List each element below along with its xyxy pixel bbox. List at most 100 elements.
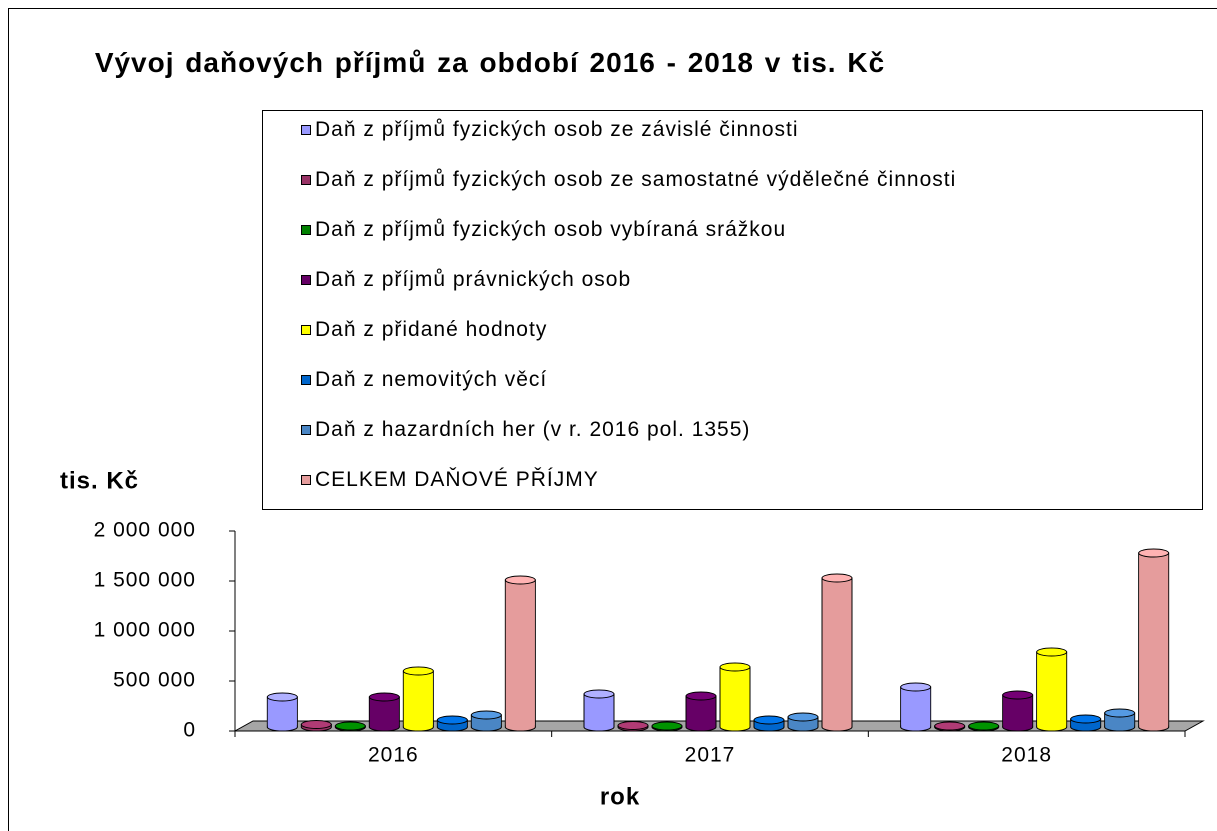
legend: Daň z příjmů fyzických osob ze závislé č… — [262, 110, 1203, 510]
bar-body-cover — [267, 697, 297, 727]
bar — [1138, 548, 1170, 732]
legend-label: Daň z příjmů fyzických osob ze závislé č… — [315, 118, 799, 141]
bar-body-cover — [686, 696, 716, 727]
bar — [1104, 708, 1136, 732]
legend-label: Daň z příjmů právnických osob — [315, 268, 632, 291]
bar-top — [719, 662, 751, 672]
y-tick-label: 1 500 000 — [94, 569, 196, 592]
bar-top — [753, 715, 785, 725]
bar-top — [617, 721, 649, 730]
bar — [719, 662, 751, 732]
bar-body-cover — [788, 717, 818, 727]
bar — [685, 691, 717, 732]
bar-top — [470, 710, 502, 720]
bar-body-cover — [403, 671, 433, 727]
x-tick-label: 2018 — [1001, 744, 1052, 767]
frame — [8, 8, 1217, 831]
legend-entry: CELKEM DAŇOVÉ PŘÍJMY — [301, 469, 1115, 491]
bar-top — [1070, 714, 1102, 724]
title-text: Vývoj daňových příjmů za období 2016 - 2… — [94, 47, 886, 78]
y-tick-label: 1 000 000 — [94, 619, 196, 642]
bar — [617, 721, 649, 732]
legend-entry: Daň z přidané hodnoty — [301, 318, 1115, 341]
bar-top — [504, 575, 536, 585]
bar-top — [436, 715, 468, 725]
bar-top — [300, 720, 332, 729]
legend-swatch — [301, 475, 311, 485]
x-axis-label: rok — [600, 783, 640, 810]
bar-top — [821, 573, 853, 583]
bar-body-cover — [901, 687, 931, 727]
bar — [787, 712, 819, 732]
bar — [821, 573, 853, 732]
legend-label: Daň z přidané hodnoty — [315, 318, 548, 341]
legend-swatch — [301, 425, 311, 435]
legend-entry: Daň z příjmů fyzických osob ze závislé č… — [301, 118, 1115, 141]
legend-swatch — [301, 275, 311, 285]
legend-swatch — [301, 225, 311, 235]
bar-body-cover — [584, 694, 614, 727]
x-tick-label: 2017 — [685, 744, 736, 767]
bar — [968, 721, 1000, 732]
bar-top — [334, 721, 366, 731]
legend-entry: Daň z příjmů právnických osob — [301, 268, 1115, 291]
bar — [1002, 690, 1034, 732]
bar-top — [934, 721, 966, 731]
bar-body-cover — [822, 578, 852, 727]
bar-top — [266, 692, 298, 702]
bar-top — [1104, 708, 1136, 718]
y-tick-label: 0 — [183, 719, 196, 742]
bar — [583, 689, 615, 732]
legend-entry: Daň z příjmů fyzických osob vybíraná srá… — [301, 218, 1115, 241]
bar-top — [787, 712, 819, 722]
bar-body-cover — [1139, 553, 1169, 727]
legend-swatch — [301, 325, 311, 335]
bar-top — [651, 721, 683, 731]
legend-swatch — [301, 175, 311, 185]
bar — [504, 575, 536, 732]
bar — [402, 666, 434, 732]
bar — [651, 721, 683, 732]
bar-body-cover — [369, 697, 399, 727]
bar-top — [900, 682, 932, 692]
bar — [334, 721, 366, 732]
legend-label: Daň z hazardních her (v r. 2016 pol. 135… — [315, 418, 751, 441]
chart-title: Vývoj daňových příjmů za období 2016 - 2… — [40, 48, 940, 78]
bar — [1070, 714, 1102, 732]
bar — [300, 720, 332, 732]
legend-label: Daň z nemovitých věcí — [315, 368, 548, 391]
bar-body-cover — [720, 667, 750, 727]
bar-top — [368, 692, 400, 702]
bar — [436, 715, 468, 732]
bar-top — [685, 691, 717, 701]
y-tick-label: 500 000 — [113, 669, 196, 692]
bar-top — [1036, 647, 1068, 657]
bar-body-cover — [505, 580, 535, 727]
legend-swatch — [301, 375, 311, 385]
legend-swatch — [301, 125, 311, 135]
bar — [368, 692, 400, 732]
legend-entry: Daň z příjmů fyzických osob ze samostatn… — [301, 168, 1115, 191]
bar-top — [402, 666, 434, 676]
bar — [470, 710, 502, 732]
y-tick-label: 2 000 000 — [94, 519, 196, 542]
bar — [1036, 647, 1068, 732]
bar-top — [1002, 690, 1034, 700]
legend-entry: Daň z nemovitých věcí — [301, 368, 1115, 391]
bar-body-cover — [1003, 695, 1033, 727]
bar-top — [968, 721, 1000, 731]
bar-top — [1138, 548, 1170, 558]
bar — [753, 715, 785, 732]
legend-label: Daň z příjmů fyzických osob ze samostatn… — [315, 168, 957, 191]
y-axis-label: tis. Kč — [60, 467, 139, 494]
bar — [900, 682, 932, 732]
x-tick-label: 2016 — [368, 744, 419, 767]
bar — [266, 692, 298, 732]
bar — [934, 721, 966, 732]
bar-top — [583, 689, 615, 699]
legend-entry: Daň z hazardních her (v r. 2016 pol. 135… — [301, 418, 1115, 441]
bar-body-cover — [1037, 652, 1067, 727]
legend-label: Daň z příjmů fyzických osob vybíraná srá… — [315, 218, 787, 241]
